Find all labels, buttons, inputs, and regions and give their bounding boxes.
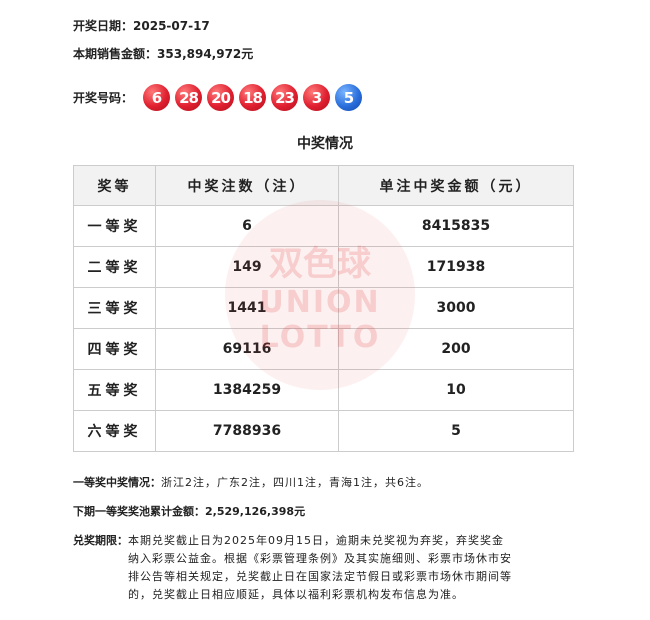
prize-amount: 5 bbox=[338, 410, 574, 452]
winning-numbers-label: 开奖号码： bbox=[73, 91, 134, 105]
prize-level: 四等奖 bbox=[73, 328, 156, 370]
prize-amount: 200 bbox=[338, 328, 574, 370]
blue-ball: 5 bbox=[335, 84, 363, 111]
deadline-text: 本期兑奖截止日为2025年09月15日，逾期未兑奖视为弃奖，弃奖奖金纳入彩票公益… bbox=[128, 534, 512, 601]
red-ball: 3 bbox=[303, 84, 331, 111]
sales-label: 本期销售金额： bbox=[73, 47, 158, 61]
table-row: 六等奖 7788936 5 bbox=[73, 410, 574, 452]
table-row: 四等奖 69116 200 bbox=[73, 328, 574, 370]
claim-deadline: 兑奖期限： 本期兑奖截止日为2025年09月15日，逾期未兑奖视为弃奖，弃奖奖金纳… bbox=[73, 532, 513, 604]
table-row: 三等奖 1441 3000 bbox=[73, 287, 574, 329]
winner-count: 7788936 bbox=[155, 410, 339, 452]
prize-table: 奖等 中奖注数（注） 单注中奖金额（元） 一等奖 6 8415835 二等奖 149 17… bbox=[73, 165, 574, 452]
header-level: 奖等 bbox=[73, 165, 156, 206]
first-prize-info: 一等奖中奖情况：浙江2注，广东2注，四川1注，青海1注，共6注。 bbox=[73, 474, 429, 490]
draw-date-value: 2025-07-17 bbox=[133, 19, 210, 33]
first-prize-label: 一等奖中奖情况： bbox=[73, 476, 161, 489]
red-ball: 20 bbox=[207, 84, 235, 111]
table-row: 一等奖 6 8415835 bbox=[73, 205, 574, 247]
prize-level: 二等奖 bbox=[73, 246, 156, 288]
prize-level: 一等奖 bbox=[73, 205, 156, 247]
jackpot-pool: 下期一等奖奖池累计金额：2,529,126,398元 bbox=[73, 503, 305, 519]
red-ball: 23 bbox=[271, 84, 299, 111]
winner-count: 1384259 bbox=[155, 369, 339, 411]
pool-value: 2,529,126,398元 bbox=[205, 505, 306, 518]
draw-date-label: 开奖日期： bbox=[73, 19, 134, 33]
red-ball: 18 bbox=[239, 84, 267, 111]
draw-date: 开奖日期：2025-07-17 bbox=[73, 17, 210, 34]
header-count: 中奖注数（注） bbox=[155, 165, 339, 206]
table-row: 五等奖 1384259 10 bbox=[73, 369, 574, 411]
winner-count: 149 bbox=[155, 246, 339, 288]
first-prize-value: 浙江2注，广东2注，四川1注，青海1注，共6注。 bbox=[161, 476, 429, 489]
red-ball: 28 bbox=[175, 84, 203, 111]
table-row: 二等奖 149 171938 bbox=[73, 246, 574, 288]
prize-level: 三等奖 bbox=[73, 287, 156, 329]
prize-amount: 8415835 bbox=[338, 205, 574, 247]
prize-level: 六等奖 bbox=[73, 410, 156, 452]
sales-amount: 本期销售金额：353,894,972元 bbox=[73, 45, 253, 62]
winner-count: 69116 bbox=[155, 328, 339, 370]
pool-label: 下期一等奖奖池累计金额： bbox=[73, 505, 205, 518]
sales-value: 353,894,972元 bbox=[157, 47, 254, 61]
header-amount: 单注中奖金额（元） bbox=[338, 165, 574, 206]
deadline-label: 兑奖期限： bbox=[73, 534, 128, 547]
prize-amount: 171938 bbox=[338, 246, 574, 288]
winner-count: 1441 bbox=[155, 287, 339, 329]
winner-count: 6 bbox=[155, 205, 339, 247]
prize-amount: 3000 bbox=[338, 287, 574, 329]
prize-level: 五等奖 bbox=[73, 369, 156, 411]
prize-amount: 10 bbox=[338, 369, 574, 411]
red-ball: 6 bbox=[143, 84, 171, 111]
section-title: 中奖情况 bbox=[297, 136, 353, 152]
winning-numbers: 开奖号码： 6 28 20 18 23 3 5 bbox=[73, 84, 367, 111]
